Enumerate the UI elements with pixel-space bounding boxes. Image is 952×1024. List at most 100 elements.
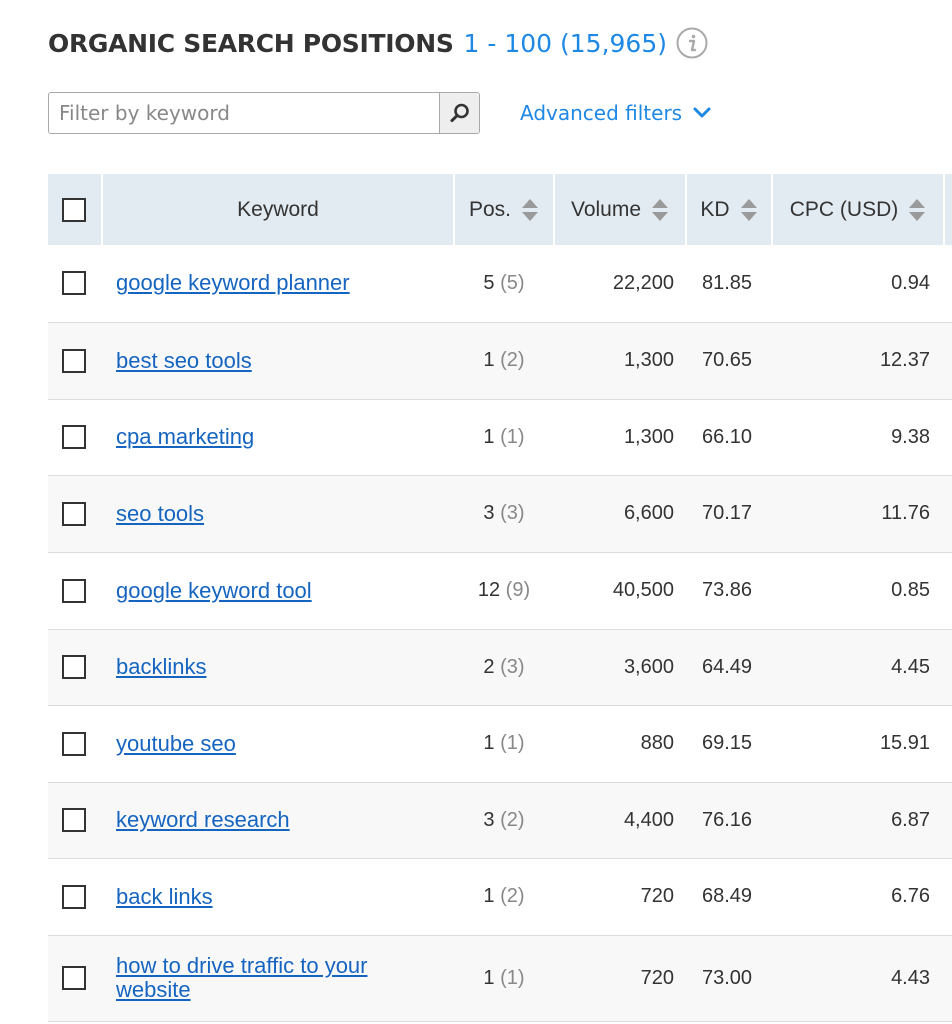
- page-title: ORGANIC SEARCH POSITIONS: [48, 28, 454, 58]
- volume-cell: 1,300: [623, 425, 674, 448]
- position-value: 3: [483, 808, 495, 831]
- column-label-cpc: CPC (USD): [789, 197, 899, 221]
- position-cell: 3 (3): [454, 475, 554, 552]
- row-extra-cell: [944, 245, 952, 322]
- cpc-cell: 15.91: [879, 732, 930, 754]
- filter-keyword-input[interactable]: [49, 93, 439, 133]
- row-extra-cell: [944, 858, 952, 935]
- table-body: google keyword planner 5 (5) 22,200 81.85 0.…: [48, 245, 952, 1021]
- row-checkbox[interactable]: [62, 501, 86, 526]
- keyword-link[interactable]: cpa marketing: [116, 424, 255, 449]
- row-checkbox[interactable]: [62, 808, 86, 832]
- sort-icon[interactable]: [651, 196, 669, 224]
- row-checkbox[interactable]: [62, 348, 86, 373]
- column-label-keyword: Keyword: [237, 197, 319, 221]
- column-header-cpc[interactable]: CPC (USD): [772, 174, 945, 245]
- table-row: youtube seo 1 (1) 880 69.15 15.91: [48, 705, 952, 782]
- previous-position: (9): [505, 579, 531, 601]
- row-extra-cell: [944, 782, 952, 858]
- kd-cell: 70.17: [702, 502, 753, 524]
- position-value: 1: [483, 349, 495, 371]
- sort-icon[interactable]: [740, 196, 758, 224]
- row-checkbox[interactable]: [62, 655, 86, 679]
- select-all-checkbox[interactable]: [62, 197, 86, 222]
- keyword-link[interactable]: best seo tools: [116, 347, 252, 373]
- row-checkbox[interactable]: [62, 884, 86, 909]
- position-cell: 1 (1): [454, 705, 554, 782]
- row-checkbox[interactable]: [62, 271, 86, 296]
- position-value: 12: [477, 579, 501, 601]
- previous-position: (2): [500, 349, 525, 371]
- volume-cell: 1,300: [623, 349, 674, 371]
- keyword-link[interactable]: google keyword tool: [116, 577, 312, 603]
- volume-cell: 22,200: [612, 271, 674, 294]
- keyword-cell: keyword research: [102, 782, 454, 858]
- position-cell: 1 (1): [454, 399, 554, 475]
- keyword-cell: back links: [102, 858, 454, 935]
- column-label-pos: Pos.: [468, 197, 512, 221]
- search-icon: [449, 102, 471, 124]
- search-button[interactable]: [439, 93, 479, 133]
- position-value: 1: [483, 885, 495, 907]
- column-header-pos[interactable]: Pos.: [454, 174, 555, 245]
- row-checkbox[interactable]: [62, 425, 86, 449]
- column-header-kd[interactable]: KD: [686, 174, 773, 245]
- position-cell: 5 (5): [454, 245, 554, 322]
- keyword-link[interactable]: youtube seo: [116, 730, 236, 756]
- row-checkbox[interactable]: [62, 731, 86, 756]
- result-range: 1 - 100 (15,965): [463, 28, 667, 58]
- cpc-cell: 0.94: [891, 271, 930, 294]
- column-header-volume[interactable]: Volume: [554, 174, 687, 245]
- advanced-filters-toggle[interactable]: Advanced filters: [520, 101, 712, 125]
- keyword-link[interactable]: backlinks: [116, 654, 207, 679]
- row-checkbox[interactable]: [62, 578, 86, 603]
- row-checkbox-cell: [48, 399, 102, 475]
- position-value: 1: [483, 425, 495, 448]
- page-header: ORGANIC SEARCH POSITIONS 1 - 100 (15,965…: [48, 26, 709, 60]
- cpc-cell: 0.85: [891, 579, 930, 601]
- table-row: seo tools 3 (3) 6,600 70.17 11.76: [48, 475, 952, 552]
- row-checkbox-cell: [48, 475, 102, 552]
- row-extra-cell: [944, 475, 952, 552]
- position-cell: 3 (2): [454, 782, 554, 858]
- kd-cell: 68.49: [702, 885, 753, 907]
- advanced-filters-label: Advanced filters: [520, 101, 683, 125]
- kd-cell: 73.86: [702, 579, 753, 601]
- position-value: 2: [483, 655, 495, 678]
- row-checkbox-cell: [48, 629, 102, 705]
- keyword-cell: seo tools: [102, 475, 454, 552]
- table-header-row: Keyword Pos. Volume: [48, 174, 952, 245]
- sort-icon[interactable]: [521, 196, 539, 224]
- keyword-cell: best seo tools: [102, 322, 454, 399]
- previous-position: (1): [500, 732, 525, 754]
- keyword-link[interactable]: back links: [116, 883, 213, 909]
- position-cell: 12 (9): [454, 552, 554, 629]
- row-extra-cell: [944, 629, 952, 705]
- table-row: backlinks 2 (3) 3,600 64.49 4.45: [48, 629, 952, 705]
- row-checkbox-cell: [48, 705, 102, 782]
- table-row: google keyword tool 12 (9) 40,500 73.86 0.85: [48, 552, 952, 629]
- volume-cell: 720: [640, 885, 674, 907]
- cpc-cell: 6.87: [891, 808, 930, 831]
- keyword-link[interactable]: seo tools: [116, 500, 205, 526]
- position-cell: 1 (2): [454, 858, 554, 935]
- row-extra-cell: [944, 552, 952, 629]
- info-icon[interactable]: [675, 26, 709, 60]
- sort-icon[interactable]: [908, 196, 926, 224]
- keyword-cell: google keyword tool: [102, 552, 454, 629]
- table-row: google keyword planner 5 (5) 22,200 81.85 0.…: [48, 245, 952, 322]
- row-extra-cell: [944, 705, 952, 782]
- column-label-kd: KD: [700, 197, 730, 221]
- position-cell: 1 (2): [454, 322, 554, 399]
- keyword-link[interactable]: keyword research: [116, 807, 290, 832]
- row-checkbox-cell: [48, 782, 102, 858]
- volume-cell: 6,600: [623, 502, 674, 524]
- keyword-link[interactable]: how to drive traffic to your website: [116, 953, 368, 1002]
- keyword-link[interactable]: google keyword planner: [116, 270, 350, 296]
- kd-cell: 70.65: [702, 349, 753, 371]
- keyword-cell: google keyword planner: [102, 245, 454, 322]
- row-checkbox-cell: [48, 935, 102, 1021]
- previous-position: (3): [500, 655, 525, 678]
- position-value: 1: [483, 966, 495, 989]
- row-checkbox[interactable]: [62, 966, 86, 990]
